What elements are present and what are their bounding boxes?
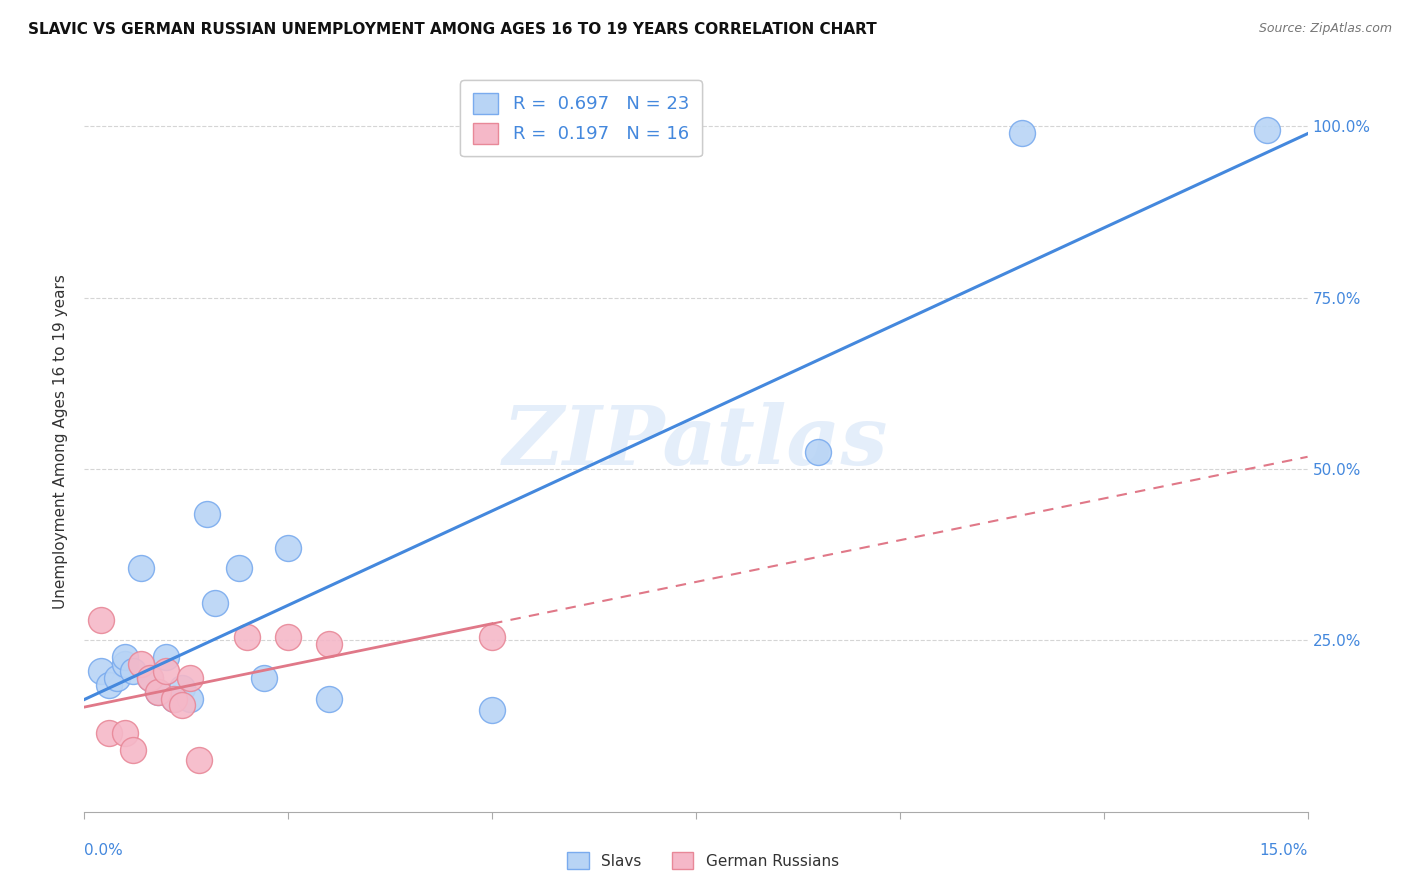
Point: [318, 691, 340, 706]
Text: Source: ZipAtlas.com: Source: ZipAtlas.com: [1258, 22, 1392, 36]
Point: [138, 671, 160, 685]
Point: [131, 657, 153, 672]
Point: [97, 678, 120, 692]
Point: [481, 630, 503, 644]
Point: [1011, 126, 1033, 140]
Y-axis label: Unemployment Among Ages 16 to 19 years: Unemployment Among Ages 16 to 19 years: [53, 274, 69, 609]
Point: [146, 685, 169, 699]
Point: [114, 726, 136, 740]
Point: [179, 691, 201, 706]
Point: [90, 613, 112, 627]
Point: [253, 671, 276, 685]
Point: [122, 743, 145, 757]
Point: [1256, 122, 1278, 136]
Point: [163, 691, 186, 706]
Legend: R =  0.697   N = 23, R =  0.197   N = 16: R = 0.697 N = 23, R = 0.197 N = 16: [460, 80, 702, 156]
Point: [172, 698, 194, 713]
Point: [277, 630, 299, 644]
Point: [155, 650, 177, 665]
Point: [90, 664, 112, 678]
Point: [131, 561, 153, 575]
Text: ZIPatlas: ZIPatlas: [503, 401, 889, 482]
Point: [195, 507, 218, 521]
Text: 15.0%: 15.0%: [1260, 843, 1308, 858]
Point: [146, 685, 169, 699]
Point: [204, 596, 226, 610]
Point: [114, 650, 136, 665]
Point: [114, 657, 136, 672]
Point: [236, 630, 259, 644]
Text: 0.0%: 0.0%: [84, 843, 124, 858]
Point: [163, 691, 186, 706]
Point: [318, 637, 340, 651]
Point: [155, 664, 177, 678]
Point: [122, 664, 145, 678]
Point: [97, 726, 120, 740]
Point: [179, 671, 201, 685]
Point: [481, 703, 503, 717]
Point: [138, 671, 160, 685]
Point: [277, 541, 299, 555]
Point: [172, 681, 194, 696]
Point: [105, 671, 128, 685]
Text: SLAVIC VS GERMAN RUSSIAN UNEMPLOYMENT AMONG AGES 16 TO 19 YEARS CORRELATION CHAR: SLAVIC VS GERMAN RUSSIAN UNEMPLOYMENT AM…: [28, 22, 877, 37]
Point: [228, 561, 250, 575]
Point: [807, 445, 830, 459]
Legend: Slavs, German Russians: Slavs, German Russians: [561, 846, 845, 875]
Point: [187, 753, 209, 767]
